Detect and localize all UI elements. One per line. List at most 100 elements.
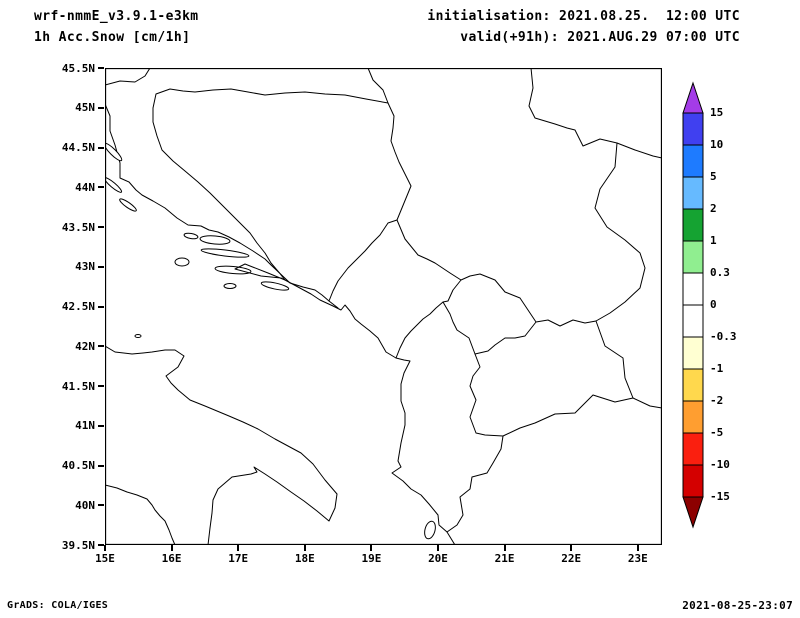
- island-corfu: [424, 520, 436, 540]
- x-tick-mark: [303, 545, 306, 551]
- x-tick-16E: 16E: [150, 545, 194, 565]
- y-tick-44N: 44N: [44, 180, 104, 194]
- y-tick-label: 44N: [75, 180, 95, 194]
- colorbar-segment: [682, 112, 704, 146]
- y-tick-43.5N: 43.5N: [44, 220, 104, 234]
- grads-credit: GrADS: COLA/IGES: [7, 600, 109, 611]
- colorbar-segment: [682, 272, 704, 306]
- y-tick-mark: [98, 544, 104, 546]
- y-tick-label: 42N: [75, 339, 95, 353]
- colorbar-segment: [682, 336, 704, 370]
- island-hvar: [200, 248, 250, 258]
- border-serbia-macedonia: [535, 319, 597, 327]
- border-macedonia-greece: [502, 394, 634, 437]
- border-serbia-romania-danube: [528, 68, 662, 159]
- y-tick-42N: 42N: [44, 339, 104, 353]
- border-serbia-bulgaria: [594, 142, 646, 322]
- border-albania-greece: [446, 435, 504, 533]
- x-tick-22E: 22E: [549, 545, 593, 565]
- colorbar-label: -5: [710, 426, 724, 439]
- colorbar-label: -15: [710, 490, 730, 503]
- x-tick-label: 16E: [161, 552, 182, 565]
- creation-timestamp: 2021-08-25-23:07: [682, 599, 793, 612]
- island-mljet: [260, 281, 290, 291]
- y-tick-label: 44.5N: [61, 141, 95, 154]
- y-tick-mark: [98, 385, 104, 387]
- y-tick-42.5N: 42.5N: [44, 300, 104, 313]
- border-bosnia-montenegro: [328, 219, 398, 302]
- coastline-italy-east: [105, 345, 338, 545]
- x-tick-mark: [104, 545, 106, 551]
- coastline-adriatic-east: [105, 103, 456, 545]
- colorbar-segment: [682, 432, 704, 466]
- y-tick-41N: 41N: [44, 419, 104, 433]
- colorbar-label: 2: [710, 202, 717, 215]
- colorbar-segment: [682, 368, 704, 402]
- x-tick-mark: [503, 545, 506, 551]
- colorbar-label: 0.3: [710, 266, 730, 279]
- colorbar: [682, 81, 704, 529]
- border-slovenia-croatia: [105, 68, 151, 86]
- y-tick-label: 43.5N: [61, 220, 95, 234]
- island-solta: [183, 232, 199, 240]
- x-tick-15E: 15E: [83, 545, 127, 565]
- x-tick-label: 19E: [361, 552, 382, 565]
- border-kosovo-albania: [442, 301, 476, 355]
- colorbar-label: 5: [710, 170, 717, 183]
- x-tick-19E: 19E: [349, 545, 393, 565]
- x-tick-label: 15E: [95, 552, 115, 565]
- border-montenegro-serbia: [396, 219, 462, 281]
- y-tick-43N: 43N: [44, 260, 104, 273]
- border-kosovo-serbia: [460, 273, 537, 323]
- y-tick-label: 41N: [75, 419, 95, 433]
- map-svg: [105, 68, 662, 545]
- x-tick-label: 18E: [294, 552, 315, 565]
- y-tick-mark: [98, 504, 104, 507]
- y-tick-label: 45.5N: [61, 61, 95, 75]
- colorbar-arrow-up: [682, 81, 704, 114]
- x-tick-17E: 17E: [216, 545, 260, 565]
- border-kosovo-macedonia: [474, 321, 537, 355]
- island-vis: [174, 257, 190, 267]
- island-pag: [105, 142, 123, 162]
- y-tick-mark: [98, 146, 104, 149]
- map-frame: [105, 68, 662, 545]
- island-kornati: [119, 198, 137, 212]
- y-tick-40.5N: 40.5N: [44, 459, 104, 472]
- colorbar-label: -10: [710, 458, 730, 471]
- x-tick-20E: 20E: [416, 545, 460, 565]
- x-tick-label: 23E: [627, 552, 648, 565]
- x-tick-23E: 23E: [616, 545, 660, 565]
- colorbar-segment: [682, 176, 704, 210]
- x-tick-mark: [170, 545, 173, 551]
- border-bosnia-ring: [152, 88, 412, 274]
- colorbar-label: -0.3: [710, 330, 737, 343]
- colorbar-arrow-down: [682, 496, 704, 529]
- country-borders: [105, 68, 662, 533]
- y-tick-39.5N: 39.5N: [44, 539, 104, 552]
- colorbar-segment: [682, 144, 704, 178]
- colorbar-label: -1: [710, 362, 724, 375]
- coastline-italy-west: [105, 484, 176, 545]
- border-bosnia-croatia-south: [279, 272, 339, 309]
- y-tick-45.5N: 45.5N: [44, 61, 104, 75]
- y-tick-mark: [98, 265, 104, 268]
- valid-time-label: valid(+91h): 2021.AUG.29 07:00 UTC: [460, 30, 740, 45]
- border-albania-macedonia: [469, 353, 504, 437]
- colorbar-label: 10: [710, 138, 724, 151]
- x-tick-21E: 21E: [483, 545, 527, 565]
- peninsula-peljesac: [234, 263, 286, 281]
- x-tick-mark: [570, 545, 573, 551]
- y-tick-mark: [98, 345, 104, 348]
- x-tick-mark: [370, 545, 373, 551]
- colorbar-segment: [682, 304, 704, 338]
- x-tick-mark: [437, 545, 439, 551]
- border-montenegro-albania: [395, 279, 462, 359]
- y-tick-mark: [98, 67, 104, 69]
- y-tick-mark: [98, 424, 104, 427]
- y-tick-44.5N: 44.5N: [44, 141, 104, 154]
- y-tick-label: 45N: [75, 101, 95, 115]
- border-macedonia-bulgaria: [595, 320, 634, 399]
- y-tick-label: 40N: [75, 498, 95, 512]
- initialisation-label: initialisation: 2021.08.25. 12:00 UTC: [427, 9, 740, 24]
